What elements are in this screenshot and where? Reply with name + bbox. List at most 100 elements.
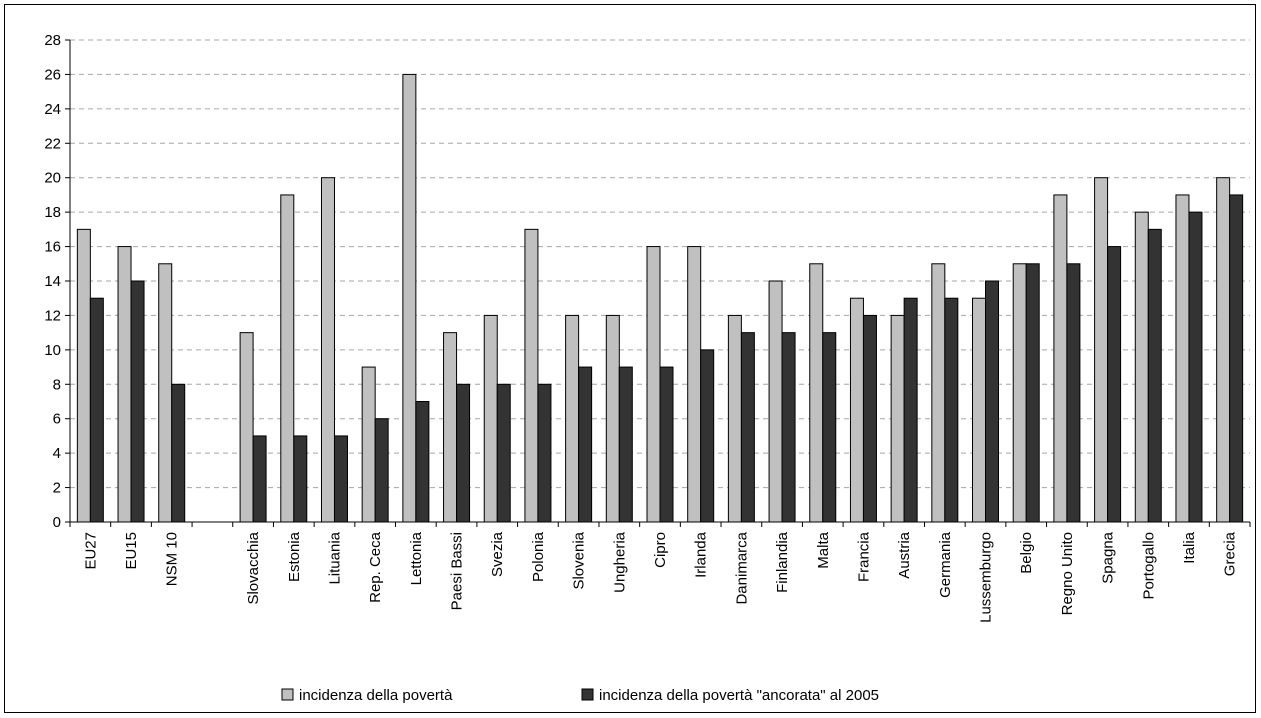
bar-series-2 [496,383,511,523]
bar-series-2 [456,383,471,523]
bar-series-2 [415,401,430,523]
y-tick-label: 0 [53,514,61,531]
legend-label-series-1: incidenza della povertà [299,687,453,704]
bar-series-1 [1216,177,1231,523]
x-tick-label: Cipro [652,532,669,568]
x-tick-label: Ungheria [611,531,628,593]
bar-series-1 [361,366,376,523]
bar-series-1 [605,314,620,523]
bar-series-1 [402,73,417,523]
bar-series-2 [293,435,308,523]
bar-series-1 [849,297,864,523]
bar-series-2 [659,366,674,523]
bar-series-2 [1229,194,1244,523]
bar-series-1 [1012,263,1027,523]
bar-series-2 [944,297,959,523]
legend: incidenza della povertà incidenza della … [281,687,879,704]
x-tick-label: Portogallo [1140,532,1157,600]
bar-series-1 [117,246,132,523]
bar-series-2 [171,383,186,523]
y-tick-label: 28 [44,32,61,49]
x-tick-label: Danimarca [733,531,750,604]
bar-series-1 [972,297,987,523]
bar-series-2 [903,297,918,523]
bar-series-1 [1134,211,1149,523]
bar-series-2 [1188,211,1203,523]
x-tick-label: Austria [896,531,913,578]
x-tick-label: Rep. Ceca [367,531,384,603]
x-tick-label: Slovenia [571,531,588,589]
bar-series-2 [537,383,552,523]
bar-series-1 [931,263,946,523]
bar-series-2 [700,349,715,523]
x-tick-label: Lituania [326,531,343,584]
x-tick-label: EU15 [123,532,140,570]
bar-series-2 [130,280,145,523]
bar-series-1 [727,314,742,523]
bar-series-1 [443,332,458,523]
y-tick-label: 18 [44,204,61,221]
bar-series-2 [89,297,104,523]
x-tick-label: EU27 [82,532,99,570]
y-tick-label: 24 [44,101,61,118]
x-tick-label: NSM 10 [164,532,181,586]
x-tick-label: Germania [937,531,954,598]
x-tick-label: Grecia [1222,531,1239,576]
bar-series-2 [740,332,755,523]
bar-series-2 [252,435,267,523]
y-tick-label: 20 [44,170,61,187]
bar-series-1 [890,314,905,523]
x-tick-label: Lussemburgo [978,532,995,623]
x-tick-label: Spagna [1100,531,1117,583]
bar-series-2 [1107,246,1122,523]
y-tick-label: 8 [53,376,61,393]
bar-series-2 [1147,228,1162,523]
y-tick-label: 12 [44,307,61,324]
bar-series-1 [1053,194,1068,523]
bar-series-2 [862,314,877,523]
x-tick-label: Irlanda [693,531,710,578]
y-tick-label: 2 [53,480,61,497]
y-tick-label: 26 [44,66,61,83]
bar-series-2 [578,366,593,523]
bar-series-1 [483,314,498,523]
x-tick-label: Paesi Bassi [449,532,466,610]
bar-series-2 [781,332,796,523]
bar-series-1 [565,314,580,523]
bar-series-1 [76,228,91,523]
x-tick-label: Lettonia [408,531,425,585]
axes [69,40,1251,527]
bar-series-2 [374,418,389,523]
bar-series-2 [1066,263,1081,523]
bar-series-2 [822,332,837,523]
bar-series-1 [687,246,702,523]
x-tick-label: Finlandia [774,531,791,593]
bar-series-2 [333,435,348,523]
bar-series-2 [985,280,1000,523]
bar-series-1 [280,194,295,523]
x-tick-label: Belgio [1018,532,1035,574]
y-tick-label: 14 [44,273,61,290]
bar-series-2 [1025,263,1040,523]
bar-series-1 [646,246,661,523]
bar-series-1 [239,332,254,523]
bar-series-1 [1175,194,1190,523]
x-tick-label: Estonia [286,531,303,582]
x-tick-label: Regno Unito [1059,532,1076,615]
y-tick-label: 10 [44,342,61,359]
bar-series-1 [768,280,783,523]
bar-series-1 [320,177,335,523]
y-tick-label: 6 [53,411,61,428]
chart-frame [4,4,1256,713]
y-tick-label: 4 [53,445,61,462]
x-axis-labels: EU27 EU15 NSM 10 Slovacchia Estonia Lituania R… [82,531,1238,623]
bar-series-1 [1094,177,1109,523]
x-tick-label: Polonia [530,531,547,582]
legend-swatch-series-1 [281,688,294,701]
legend-label-series-2: incidenza della povertà "ancorata" al 20… [599,687,879,704]
x-tick-label: Malta [815,531,832,568]
bars [76,73,1244,523]
bar-series-1 [809,263,824,523]
